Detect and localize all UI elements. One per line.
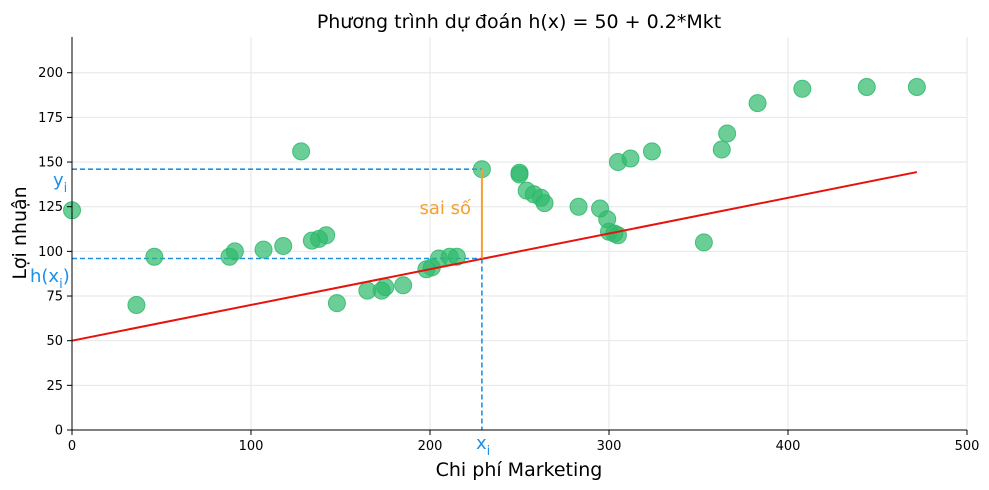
guide-lines [72, 168, 483, 430]
axes [71, 37, 967, 431]
yi-label: yi [53, 170, 67, 196]
data-point [694, 233, 713, 252]
data-point [254, 240, 273, 259]
data-point [292, 142, 311, 161]
y-tick-label: 75 [46, 290, 63, 305]
data-point [225, 242, 244, 261]
x-tick-label: 400 [776, 439, 801, 454]
data-point [857, 78, 876, 97]
xi-label: xi [476, 433, 490, 459]
annotations: yi h(xi) xi sai số [30, 170, 490, 459]
data-point [535, 194, 554, 213]
y-tick-label: 150 [38, 156, 63, 171]
hxi-label: h(xi) [30, 266, 70, 292]
x-tick-label: 0 [68, 439, 76, 454]
y-tick-label: 25 [46, 379, 63, 394]
x-tick-label: 500 [955, 439, 980, 454]
data-point [748, 94, 767, 113]
data-point [127, 295, 146, 314]
data-point [145, 247, 164, 266]
regression-line [71, 171, 918, 342]
y-tick-label: 200 [38, 66, 63, 81]
regression-line-group [71, 169, 918, 342]
y-tick-label: 0 [55, 424, 63, 439]
data-point [447, 247, 466, 266]
data-point [712, 140, 731, 159]
data-point [718, 124, 737, 143]
chart-title: Phương trình dự đoán h(x) = 50 + 0.2*Mkt [317, 11, 721, 33]
x-tick-label: 200 [418, 439, 443, 454]
data-point [394, 276, 413, 295]
data-point [274, 237, 293, 256]
data-point [510, 165, 529, 184]
data-point [317, 226, 336, 245]
data-points [63, 78, 926, 314]
data-point [608, 226, 627, 245]
y-tick-label: 125 [38, 200, 63, 215]
data-point [621, 149, 640, 168]
data-point [569, 197, 588, 216]
y-tick-label: 50 [46, 334, 63, 349]
grid-lines [71, 37, 968, 431]
data-point [327, 294, 346, 313]
ticks: 0 100 200 300 400 500 0 25 50 75 100 125 150 175 200 [38, 66, 979, 454]
y-tick-label: 175 [38, 111, 63, 126]
x-tick-label: 300 [597, 439, 622, 454]
data-point [907, 78, 926, 97]
error-label: sai số [419, 198, 471, 219]
x-tick-label: 100 [239, 439, 264, 454]
data-point [642, 142, 661, 161]
y-tick-label: 100 [38, 245, 63, 260]
y-axis-label: Lợi nhuận [9, 186, 31, 279]
data-point [793, 79, 812, 98]
x-axis-label: Chi phí Marketing [436, 459, 603, 481]
data-point [376, 278, 395, 297]
